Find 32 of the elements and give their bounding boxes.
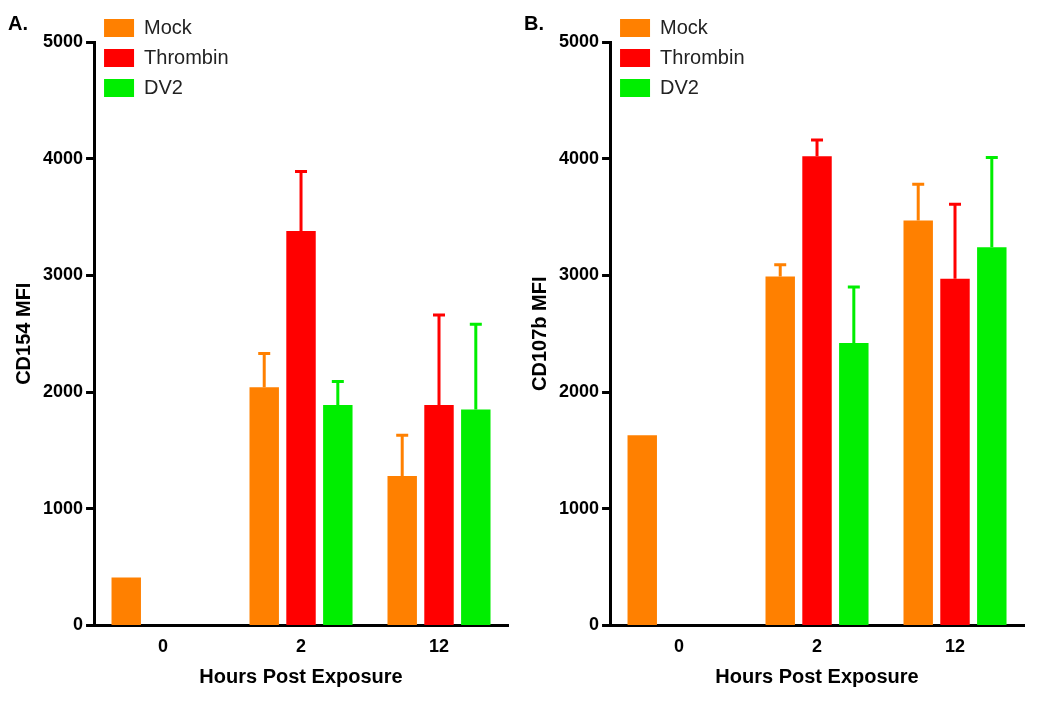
y-tick-label: 5000 [43, 30, 84, 51]
legend-label: Mock [660, 15, 709, 38]
x-axis-title: Hours Post Exposure [199, 664, 403, 687]
chart-title: A. [8, 11, 28, 34]
legend-label: Thrombin [144, 45, 229, 68]
y-tick-label: 4000 [559, 147, 600, 168]
x-tick-label: 0 [674, 636, 685, 657]
x-tick-label: 2 [812, 636, 823, 657]
y-tick-label: 0 [73, 614, 84, 635]
legend-label: Thrombin [660, 45, 745, 68]
x-axis-title: Hours Post Exposure [715, 664, 919, 687]
bar [111, 577, 141, 625]
bar [627, 435, 657, 625]
y-tick-label: 1000 [43, 497, 84, 518]
x-tick-label: 12 [944, 636, 966, 657]
x-tick-label: 12 [428, 636, 450, 657]
legend-label: DV2 [660, 75, 699, 98]
y-tick-label: 3000 [559, 264, 600, 285]
y-tick-label: 4000 [43, 147, 84, 168]
chart-title: B. [524, 11, 544, 34]
legend-label: Mock [144, 15, 193, 38]
y-tick-label: 2000 [559, 381, 600, 402]
legend-label: DV2 [144, 75, 183, 98]
x-tick-label: 2 [296, 636, 307, 657]
y-tick-label: 5000 [559, 30, 600, 51]
y-tick-label: 1000 [559, 497, 600, 518]
y-tick-label: 0 [589, 614, 600, 635]
y-tick-label: 3000 [43, 264, 84, 285]
y-tick-label: 2000 [43, 381, 84, 402]
y-axis-title: CD107b MFI [527, 276, 550, 391]
y-axis-title: CD154 MFI [11, 282, 34, 385]
x-tick-label: 0 [158, 636, 169, 657]
